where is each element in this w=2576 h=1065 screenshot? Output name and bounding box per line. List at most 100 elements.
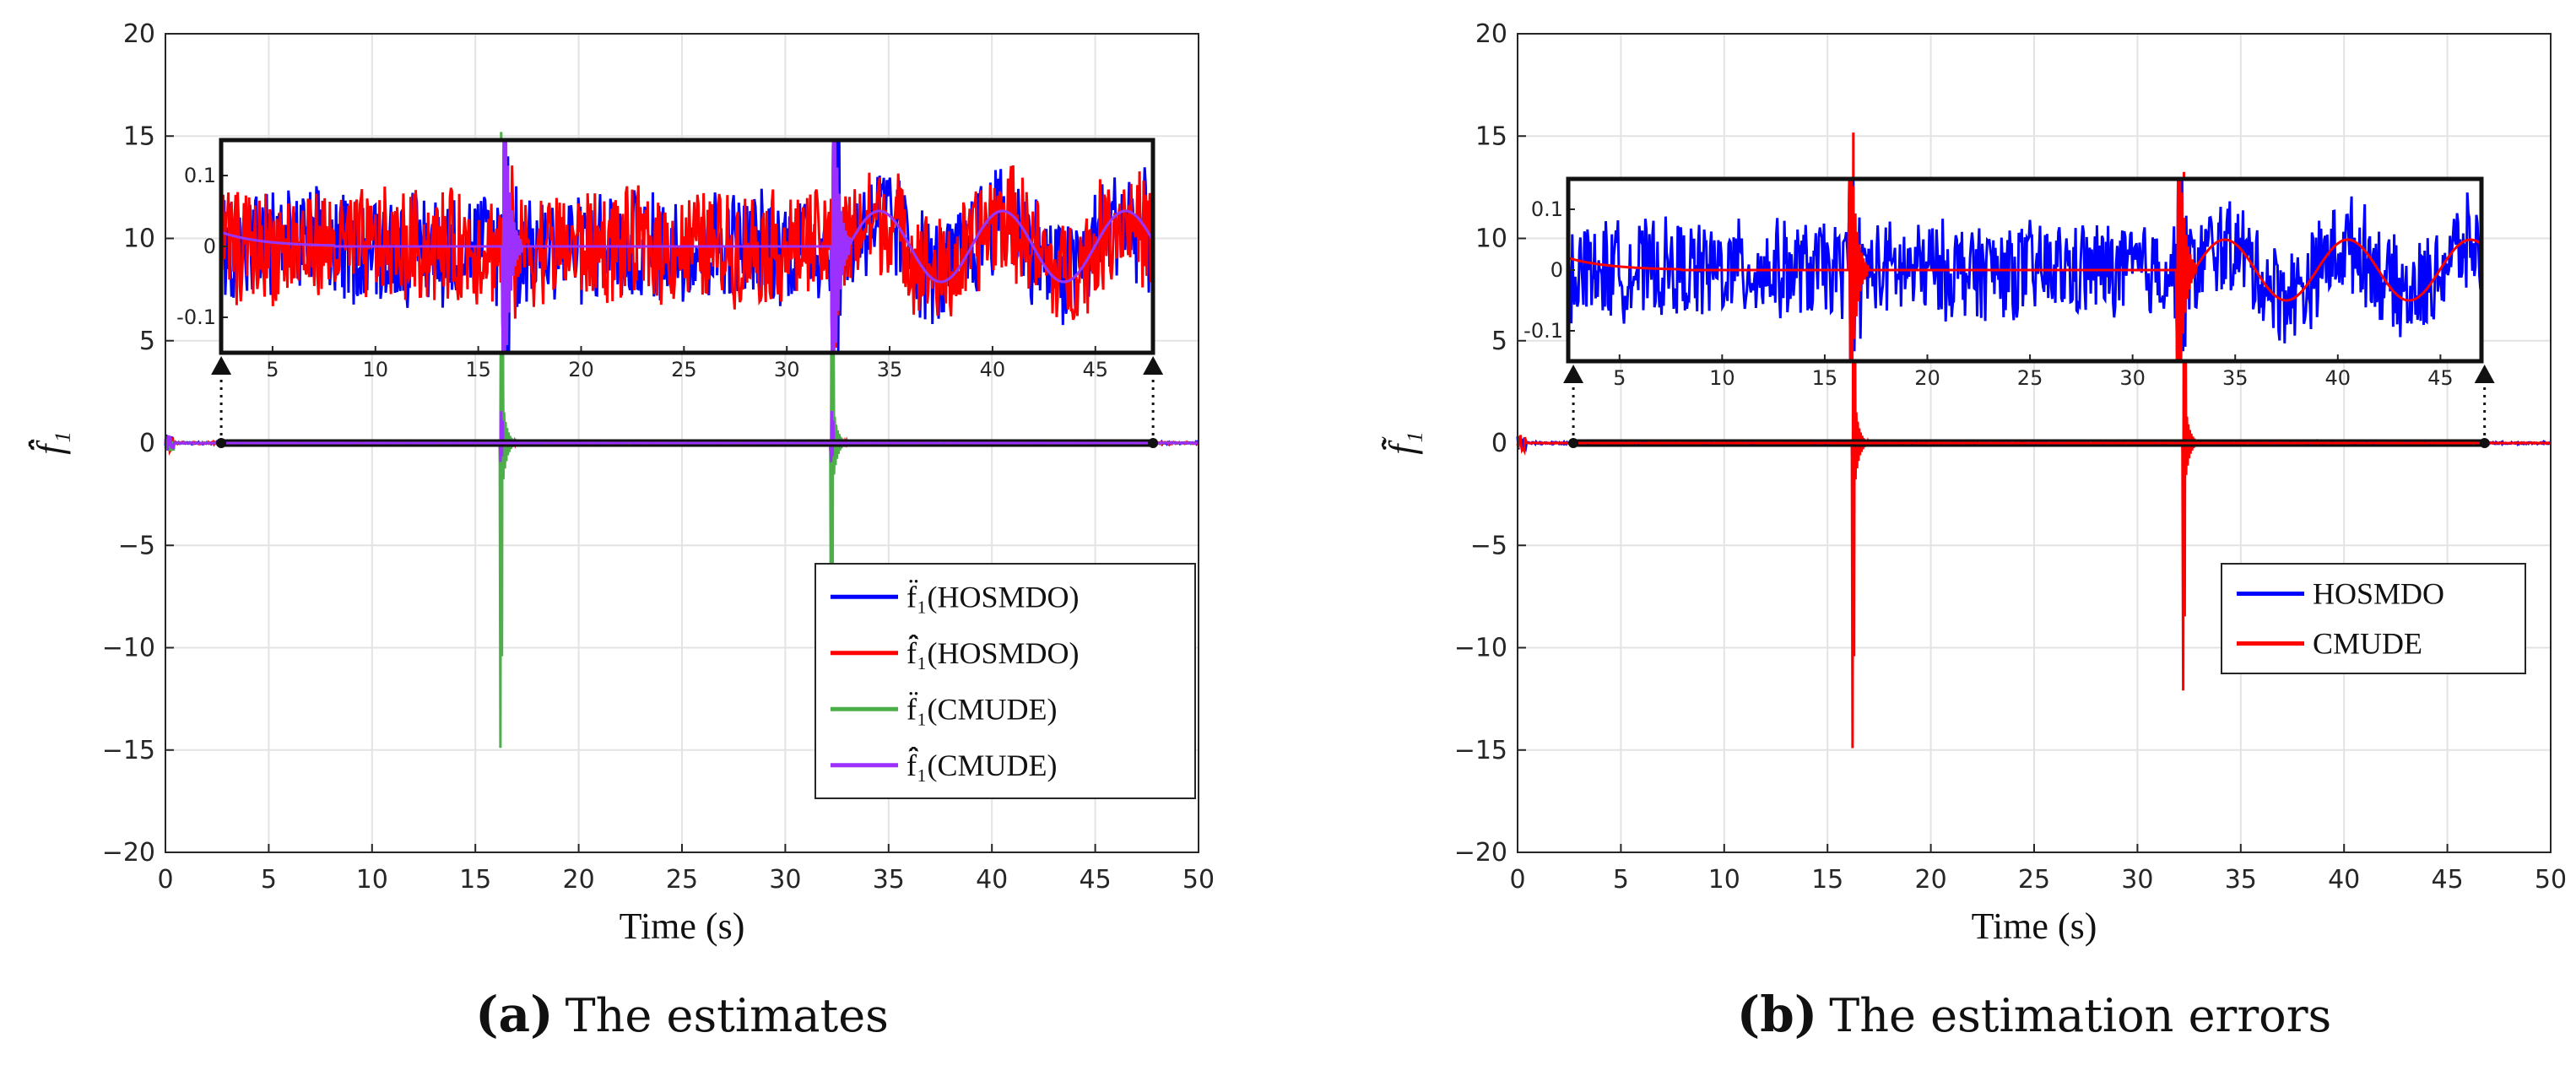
series-line-3 — [164, 411, 1199, 462]
inset-series-line-1 — [219, 142, 1155, 351]
inset-x-tick-label: 20 — [1914, 366, 1940, 390]
inset-x-tick-label: 35 — [2222, 366, 2249, 390]
x-tick-label: 35 — [873, 865, 905, 895]
inset-frame — [1566, 176, 2484, 364]
x-tick-label: 20 — [1915, 865, 1947, 895]
x-tick-label: 10 — [356, 865, 388, 895]
inset: 5 10 15 20 25 30 35 40 45 0.1 0 -0.1 — [176, 138, 1155, 381]
legend-entry: CMUDE — [2313, 627, 2422, 661]
x-tick-label: 20 — [563, 865, 595, 895]
x-tick-label: 35 — [2225, 865, 2257, 895]
inset-x-tick-label: 35 — [877, 358, 903, 381]
y-tick-label: 10 — [1475, 224, 1507, 254]
x-tick-label: 45 — [2432, 865, 2464, 895]
legend: f̈₁(HOSMDO) f̈̂₁(HOSMDO) f̈₁(CMUDE) f̈̂₁(CM… — [814, 563, 1196, 799]
y-tick-label: 10 — [123, 224, 155, 254]
inset-x-tick-label: 25 — [2017, 366, 2043, 390]
y-tick-label: −20 — [1454, 838, 1507, 868]
x-tick-label: 0 — [157, 865, 173, 895]
inset-x-tick-label: 20 — [568, 358, 594, 381]
y-axis-label: f̈̂₁ — [29, 431, 71, 455]
inset-x-tick-label: 15 — [1812, 366, 1838, 390]
y-tick-label: −10 — [1454, 634, 1507, 663]
zoom-dot — [1148, 438, 1159, 448]
inset-x-tick-label: 5 — [1613, 366, 1626, 390]
zoom-arrow — [1143, 356, 1164, 375]
caption: (a) The estimates — [475, 986, 889, 1043]
x-tick-label: 50 — [1182, 865, 1215, 895]
x-tick-label: 5 — [261, 865, 277, 895]
x-axis-label: Time (s) — [1972, 906, 2097, 947]
caption-text: The estimates — [566, 989, 889, 1042]
y-tick-label: 0 — [1491, 429, 1507, 458]
y-tick-label: −5 — [1470, 531, 1507, 560]
x-tick-label: 30 — [2121, 865, 2153, 895]
legend-entry: f̈̂₁(HOSMDO) — [906, 634, 1080, 670]
inset-series-line-3 — [220, 142, 1155, 351]
inset-x-tick-label: 40 — [2325, 366, 2351, 390]
inset-y-tick-label: 0.1 — [184, 164, 216, 187]
y-tick-label: −5 — [118, 531, 155, 560]
x-tick-label: 0 — [1509, 865, 1525, 895]
inset-y-tick-label: -0.1 — [176, 305, 216, 329]
inset-y-tick-label: 0 — [203, 235, 216, 258]
zoom-dot — [216, 438, 227, 448]
x-tick-label: 50 — [2535, 865, 2567, 895]
x-tick-label: 40 — [2328, 865, 2360, 895]
x-tick-label: 25 — [2018, 865, 2050, 895]
inset-x-tick-label: 40 — [980, 358, 1006, 381]
caption-text: The estimation errors — [1829, 989, 2331, 1042]
y-tick-label: 20 — [1475, 19, 1507, 49]
inset-series-line-1 — [1567, 181, 2482, 360]
inset-frame — [219, 138, 1155, 355]
y-tick-label: 15 — [123, 122, 155, 151]
inset-x-tick-label: 45 — [1082, 358, 1108, 381]
legend-entry: f̈₁(CMUDE) — [906, 692, 1058, 726]
inset-x-tick-label: 30 — [774, 358, 800, 381]
x-tick-label: 15 — [1811, 865, 1843, 895]
y-tick-label: −15 — [102, 736, 155, 765]
legend-entry: HOSMDO — [2313, 577, 2444, 611]
zoom-arrow — [2474, 365, 2495, 383]
x-tick-label: 15 — [459, 865, 491, 895]
inset-x-tick-label: 15 — [465, 358, 491, 381]
x-tick-label: 30 — [769, 865, 801, 895]
x-tick-label: 5 — [1613, 865, 1629, 895]
inset: 5 10 15 20 25 30 35 40 45 0.1 0 -0.1 — [1523, 176, 2484, 390]
inset-x-tick-label: 5 — [266, 358, 279, 381]
axes-frame — [165, 33, 1199, 853]
inset-y-tick-label: -0.1 — [1523, 319, 1563, 343]
inset-x-tick-label: 10 — [363, 358, 389, 381]
caption-letter: (b) — [1737, 986, 1817, 1043]
zoom-dot — [2479, 438, 2490, 448]
y-tick-label: −20 — [102, 838, 155, 868]
zoom-dot — [1568, 438, 1579, 448]
legend-entry: f̈₁(HOSMDO) — [906, 580, 1080, 614]
inset-x-tick-label: 45 — [2427, 366, 2454, 390]
x-tick-label: 40 — [976, 865, 1008, 895]
y-tick-label: 20 — [123, 19, 155, 49]
x-tick-label: 10 — [1708, 865, 1740, 895]
zoom-arrow — [211, 356, 232, 375]
caption: (b) The estimation errors — [1737, 986, 2331, 1043]
inset-x-tick-label: 10 — [1709, 366, 1735, 390]
caption-letter: (a) — [475, 986, 553, 1043]
axes-frame — [1517, 33, 2552, 853]
y-axis-label: f̈̃₁ — [1382, 431, 1423, 455]
zoom-arrow — [1563, 365, 1584, 383]
inset-series-line-0 — [1567, 181, 2483, 360]
y-tick-label: 0 — [139, 429, 155, 458]
series-line-1 — [1516, 132, 2552, 749]
inset-y-tick-label: 0.1 — [1531, 197, 1563, 221]
legend-box — [814, 563, 1196, 799]
inset-x-tick-label: 30 — [2119, 366, 2146, 390]
x-tick-label: 25 — [666, 865, 698, 895]
x-axis-label: Time (s) — [620, 906, 745, 947]
y-tick-label: −15 — [1454, 736, 1507, 765]
legend-entry: f̈̂₁(CMUDE) — [906, 746, 1058, 782]
y-tick-label: 5 — [1491, 327, 1507, 356]
panel-b: 0 5 10 15 20 25 30 35 40 45 50 −20 −15 −10 −5 0 5 10 15 20 5… — [1382, 19, 2567, 1043]
panel-a: 0 5 10 15 20 25 30 35 40 45 50−20−15−10−5051015205… — [29, 19, 1215, 1043]
y-tick-label: −10 — [102, 634, 155, 663]
